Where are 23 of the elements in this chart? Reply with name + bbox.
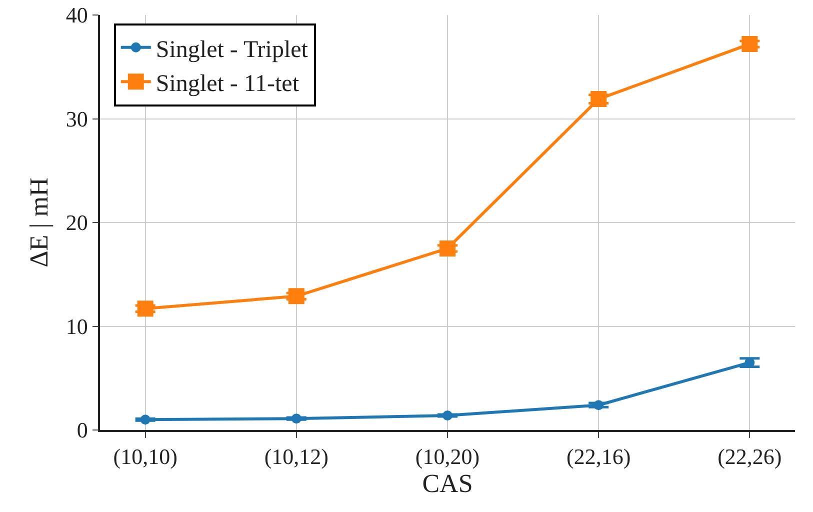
point <box>291 414 302 424</box>
point <box>440 240 456 256</box>
y-axis-title: ΔE | mH <box>24 177 54 268</box>
legend-label: Singlet - 11-tet <box>156 70 300 97</box>
x-axis-title: CAS <box>422 469 473 498</box>
y-tick-label: 40 <box>66 2 88 28</box>
x-tick-label: (10,20) <box>415 444 480 470</box>
point <box>137 300 154 317</box>
point <box>742 36 758 52</box>
x-tick-label: (10,10) <box>113 444 178 470</box>
point <box>590 91 607 108</box>
y-tick-label: 10 <box>66 314 88 339</box>
x-tick-label: (22,16) <box>566 444 631 470</box>
y-tick-label: 30 <box>66 106 88 132</box>
x-tick-label: (10,12) <box>264 444 328 470</box>
legend-label: Singlet - Triplet <box>156 36 308 63</box>
point <box>594 400 604 410</box>
point <box>442 410 452 420</box>
point <box>288 288 304 304</box>
x-tick-label: (22,26) <box>718 444 782 470</box>
y-tick-label: 0 <box>76 418 88 443</box>
y-tick-label: 20 <box>66 210 88 236</box>
point <box>140 414 150 425</box>
